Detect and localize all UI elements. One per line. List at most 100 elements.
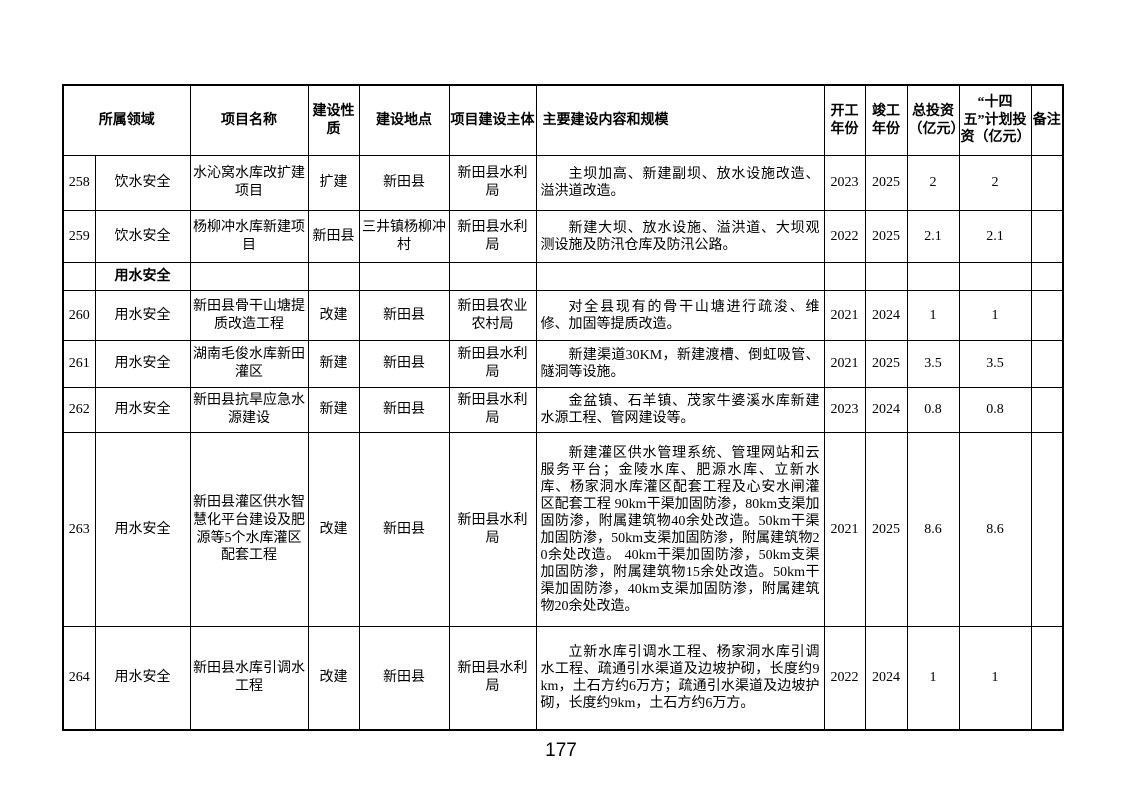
cell-remark	[1030, 262, 1064, 291]
cell-start-year: 2022	[823, 626, 866, 730]
cell-plan-investment	[958, 262, 1032, 291]
cell-start-year: 2023	[823, 387, 866, 433]
cell-start-year	[823, 262, 866, 291]
cell-plan-investment: 8.6	[958, 432, 1032, 627]
cell-project-name: 新田县骨干山塘提质改造工程	[189, 290, 309, 341]
cell-project-name: 杨柳冲水库新建项目	[189, 210, 309, 263]
header-row: 所属领域 项目名称 建设性质 建设地点 项目建设主体 主要建设内容和规模 开工年…	[62, 84, 1064, 156]
table-row: 259 饮水安全 杨柳冲水库新建项目 新田县 三井镇杨柳冲村 新田县水利局 新建…	[62, 210, 1064, 263]
cell-domain: 饮水安全	[94, 210, 191, 263]
cell-domain: 饮水安全	[94, 155, 191, 211]
cell-total-investment: 3.5	[906, 340, 960, 388]
col-header-project-name: 项目名称	[189, 84, 309, 156]
table-row: 262 用水安全 新田县抗旱应急水源建设 新建 新田县 新田县水利局 金盆镇、石…	[62, 387, 1064, 433]
cell-end-year	[864, 262, 908, 291]
cell-location	[358, 262, 450, 291]
cell-row-number: 262	[62, 387, 96, 433]
cell-content: 新建灌区供水管理系统、管理网站和云服务平台；金陵水库、肥源水库、立新水库、杨家洞…	[535, 432, 825, 627]
cell-total-investment: 0.8	[906, 387, 960, 433]
cell-start-year: 2023	[823, 155, 866, 211]
cell-location: 新田县	[358, 340, 450, 388]
cell-entity: 新田县水利局	[448, 432, 537, 627]
cell-entity: 新田县农业农村局	[448, 290, 537, 341]
cell-total-investment: 1	[906, 626, 960, 730]
cell-location: 新田县	[358, 626, 450, 730]
cell-section-title: 用水安全	[94, 262, 191, 291]
cell-nature: 新建	[307, 340, 360, 388]
col-header-domain: 所属领域	[62, 84, 191, 156]
cell-content: 主坝加高、新建副坝、放水设施改造、溢洪道改造。	[535, 155, 825, 211]
cell-location: 新田县	[358, 387, 450, 433]
cell-location: 新田县	[358, 155, 450, 211]
cell-entity: 新田县水利局	[448, 387, 537, 433]
cell-start-year: 2021	[823, 432, 866, 627]
cell-location: 三井镇杨柳冲村	[358, 210, 450, 263]
cell-start-year: 2021	[823, 340, 866, 388]
cell-plan-investment: 1	[958, 290, 1032, 341]
cell-start-year: 2022	[823, 210, 866, 263]
col-header-location: 建设地点	[358, 84, 450, 156]
cell-domain: 用水安全	[94, 387, 191, 433]
cell-content: 新建渠道30KM，新建渡槽、倒虹吸管、隧洞等设施。	[535, 340, 825, 388]
cell-row-number: 261	[62, 340, 96, 388]
page-number: 177	[545, 740, 577, 761]
cell-end-year: 2025	[864, 340, 908, 388]
cell-project-name: 湖南毛俊水库新田灌区	[189, 340, 309, 388]
cell-remark	[1030, 432, 1064, 627]
cell-domain: 用水安全	[94, 290, 191, 341]
cell-end-year: 2024	[864, 387, 908, 433]
cell-end-year: 2025	[864, 210, 908, 263]
cell-entity: 新田县水利局	[448, 626, 537, 730]
cell-project-name: 新田县水库引调水工程	[189, 626, 309, 730]
cell-entity	[448, 262, 537, 291]
cell-plan-investment: 2.1	[958, 210, 1032, 263]
cell-nature: 新田县	[307, 210, 360, 263]
cell-nature: 改建	[307, 432, 360, 627]
cell-total-investment: 1	[906, 290, 960, 341]
cell-project-name: 水沁窝水库改扩建项目	[189, 155, 309, 211]
cell-plan-investment: 3.5	[958, 340, 1032, 388]
cell-content	[535, 262, 825, 291]
cell-plan-investment: 2	[958, 155, 1032, 211]
cell-remark	[1030, 210, 1064, 263]
cell-content: 新建大坝、放水设施、溢洪道、大坝观测设施及防汛仓库及防汛公路。	[535, 210, 825, 263]
cell-row-number: 264	[62, 626, 96, 730]
cell-domain: 用水安全	[94, 340, 191, 388]
cell-entity: 新田县水利局	[448, 340, 537, 388]
table-row: 260 用水安全 新田县骨干山塘提质改造工程 改建 新田县 新田县农业农村局 对…	[62, 290, 1064, 341]
cell-nature	[307, 262, 360, 291]
cell-location: 新田县	[358, 290, 450, 341]
table-row: 258 饮水安全 水沁窝水库改扩建项目 扩建 新田县 新田县水利局 主坝加高、新…	[62, 155, 1064, 211]
cell-remark	[1030, 155, 1064, 211]
cell-nature: 新建	[307, 387, 360, 433]
cell-project-name: 新田县抗旱应急水源建设	[189, 387, 309, 433]
cell-end-year: 2024	[864, 626, 908, 730]
cell-row-number: 263	[62, 432, 96, 627]
cell-total-investment	[906, 262, 960, 291]
cell-nature: 改建	[307, 626, 360, 730]
table-row: 263 用水安全 新田县灌区供水智慧化平台建设及肥源等5个水库灌区配套工程 改建…	[62, 432, 1064, 627]
col-header-end-year: 竣工年份	[864, 84, 908, 156]
cell-end-year: 2025	[864, 432, 908, 627]
cell-content: 立新水库引调水工程、杨家洞水库引调水工程、疏通引水渠道及边坡护砌，长度约9km，…	[535, 626, 825, 730]
cell-plan-investment: 1	[958, 626, 1032, 730]
table-header: 所属领域 项目名称 建设性质 建设地点 项目建设主体 主要建设内容和规模 开工年…	[62, 84, 1064, 156]
col-header-remark: 备注	[1030, 84, 1064, 156]
table-row: 261 用水安全 湖南毛俊水库新田灌区 新建 新田县 新田县水利局 新建渠道30…	[62, 340, 1064, 388]
cell-total-investment: 2.1	[906, 210, 960, 263]
cell-end-year: 2025	[864, 155, 908, 211]
cell-remark	[1030, 290, 1064, 341]
col-header-total-investment: 总投资（亿元）	[906, 84, 960, 156]
col-header-nature: 建设性质	[307, 84, 360, 156]
cell-entity: 新田县水利局	[448, 155, 537, 211]
cell-row-number: 260	[62, 290, 96, 341]
cell-content: 金盆镇、石羊镇、茂家牛婆溪水库新建水源工程、管网建设等。	[535, 387, 825, 433]
cell-entity: 新田县水利局	[448, 210, 537, 263]
col-header-plan-investment: “十四五”计划投资（亿元）	[958, 84, 1032, 156]
cell-project-name	[189, 262, 309, 291]
table-row: 264 用水安全 新田县水库引调水工程 改建 新田县 新田县水利局 立新水库引调…	[62, 626, 1064, 730]
cell-content: 对全县现有的骨干山塘进行疏浚、维修、加固等提质改造。	[535, 290, 825, 341]
cell-domain: 用水安全	[94, 432, 191, 627]
cell-total-investment: 8.6	[906, 432, 960, 627]
